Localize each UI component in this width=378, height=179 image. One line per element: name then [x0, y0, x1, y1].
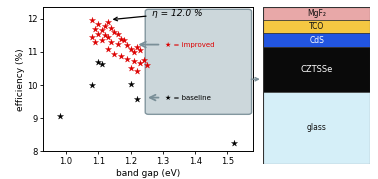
Point	[118, 54, 124, 57]
Point	[105, 21, 111, 23]
Bar	[263, 20, 370, 33]
Point	[144, 64, 150, 67]
Point	[89, 36, 95, 38]
Point	[128, 67, 134, 70]
Text: ★ = improved: ★ = improved	[164, 42, 214, 48]
Point	[124, 44, 130, 47]
Point	[95, 61, 101, 64]
Text: MgF₂: MgF₂	[307, 9, 326, 18]
Point	[108, 27, 114, 30]
Point	[102, 34, 108, 37]
Point	[131, 50, 137, 53]
Point	[134, 45, 140, 48]
Point	[137, 62, 143, 65]
Point	[99, 39, 105, 42]
Point	[118, 37, 124, 40]
Point	[121, 39, 127, 42]
Point	[115, 32, 121, 35]
Point	[115, 42, 121, 45]
Point	[99, 29, 105, 32]
Text: TCO: TCO	[309, 22, 324, 31]
Point	[89, 19, 95, 22]
Point	[128, 83, 134, 86]
Point	[112, 31, 118, 33]
Point	[92, 27, 98, 30]
Point	[124, 57, 130, 60]
Point	[128, 47, 134, 50]
Point	[95, 22, 101, 25]
Point	[112, 52, 118, 55]
Point	[105, 47, 111, 50]
Bar	[263, 33, 370, 47]
Text: CZTSSe: CZTSSe	[301, 65, 333, 74]
Text: ★ = baseline: ★ = baseline	[164, 95, 211, 101]
Bar	[263, 7, 370, 20]
Point	[131, 60, 137, 63]
Point	[57, 115, 63, 118]
Y-axis label: efficiency (%): efficiency (%)	[15, 48, 25, 110]
Point	[141, 59, 147, 62]
Point	[231, 142, 237, 144]
Bar	[263, 92, 370, 164]
Point	[134, 98, 140, 101]
Point	[134, 70, 140, 72]
Point	[102, 25, 108, 27]
Text: η = 12.0 %: η = 12.0 %	[114, 9, 202, 21]
Point	[99, 63, 105, 66]
Point	[89, 84, 95, 86]
X-axis label: band gap (eV): band gap (eV)	[116, 169, 180, 178]
Text: glass: glass	[307, 123, 327, 132]
Point	[108, 40, 114, 43]
FancyBboxPatch shape	[145, 9, 252, 114]
Point	[92, 40, 98, 43]
Point	[105, 36, 111, 38]
Bar	[263, 47, 370, 92]
Text: CdS: CdS	[309, 36, 324, 45]
Point	[137, 49, 143, 52]
Point	[95, 32, 101, 35]
